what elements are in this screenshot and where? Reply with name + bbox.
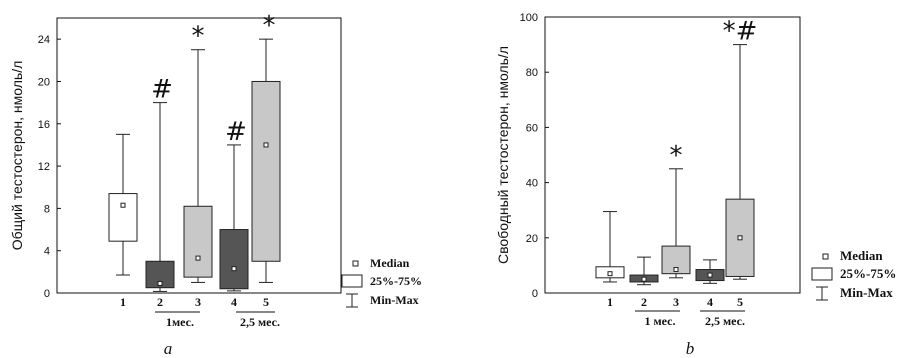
panel-a-box-5 [251, 38, 281, 283]
panel-a-box-4 [219, 144, 249, 292]
panel-a-median-marker [157, 280, 163, 286]
panel-b-panel-label: b [686, 339, 695, 358]
panel-a-group-label: 2,5 мес. [240, 315, 280, 329]
panel-b-box-1 [595, 211, 625, 283]
panel-a-median-marker [120, 202, 126, 208]
panel-b-median-marker [737, 235, 743, 241]
panel-a-legend-median-icon [352, 260, 359, 267]
panel-a-panel-label: a [164, 339, 173, 358]
panel-a-iqr-box [183, 205, 213, 278]
panel-b-group-label: 2,5 мес. [705, 314, 745, 328]
panel-b-y-tick-label: 20 [526, 233, 538, 245]
panel-a-legend-box-icon [341, 274, 363, 288]
panel-a-box-2 [145, 102, 175, 292]
panel-b-category-label: 4 [707, 295, 713, 309]
panel-a-legend-median-label: Median [370, 256, 410, 270]
panel-a-group-label: 1мес. [166, 315, 194, 329]
panel-b-category-label: 3 [673, 295, 679, 309]
panel-b-legend-box-icon [811, 267, 833, 281]
panel-a-y-tick-label: 8 [44, 203, 50, 215]
panel-b-y-tick-label: 60 [526, 122, 538, 134]
panel-a-iqr-box [108, 193, 138, 242]
panel-b-y-tick-label: 100 [520, 12, 538, 24]
panel-a-y-tick-label: 0 [44, 288, 50, 300]
panel-a-y-tick-label: 16 [38, 119, 50, 131]
panel-b-box-2 [629, 256, 659, 286]
panel-a-iqr-box [219, 229, 249, 290]
panel-b-median-marker [707, 272, 713, 278]
panel-b-legend-median-icon [822, 253, 829, 260]
panel-a-significance-marker: * [263, 11, 276, 41]
panel-a-category-label: 1 [120, 295, 126, 309]
panel-a-category-label: 2 [157, 295, 163, 309]
panel-a-significance-marker: # [151, 75, 173, 105]
panel-b-category-label: 2 [641, 295, 647, 309]
panel-b-box-5 [725, 44, 755, 280]
panel-a-category-label: 4 [231, 295, 237, 309]
panel-b-plot-frame [544, 16, 801, 294]
panel-b-group-label: 1 мес. [645, 314, 676, 328]
panel-b-legend-whisker-label: Min-Max [840, 285, 893, 300]
panel-b-y-axis-label: Свободный тестостерон, нмоль/л [495, 46, 511, 264]
panel-a-median-marker [263, 142, 269, 148]
panel-b-box-3 [661, 168, 691, 279]
panel-b-category-label: 1 [607, 295, 613, 309]
panel-b-legend-median-label: Median [840, 248, 883, 263]
panel-a-significance-marker: * [192, 22, 205, 52]
panel-b-y-tick-label: 0 [532, 288, 538, 300]
panel-b-box-4 [695, 259, 725, 284]
panel-b-y-tick-label: 80 [526, 67, 538, 79]
panel-b-significance-marker: * [670, 141, 683, 171]
panel-a-category-label: 3 [195, 295, 201, 309]
panel-b-iqr-box [661, 245, 691, 275]
panel-a-box-1 [108, 133, 138, 276]
panel-b-y-tick-label: 40 [526, 178, 538, 190]
panel-a-median-marker [195, 255, 201, 261]
panel-b-category-label: 5 [737, 295, 743, 309]
panel-b-median-marker [607, 271, 613, 277]
panel-a-y-tick-label: 20 [38, 76, 50, 88]
panel-a-significance-marker: # [225, 117, 247, 147]
panel-b-median-marker [673, 267, 679, 273]
panel-a-y-tick-label: 24 [38, 34, 50, 46]
panel-a-y-tick-label: 4 [44, 246, 50, 258]
panel-a-median-marker [231, 266, 237, 272]
panel-a-y-axis-label: Общий тестостерон, нмоль/л [9, 61, 25, 251]
panel-b-median-marker [641, 276, 647, 282]
panel-a-plot-frame [56, 17, 342, 294]
panel-a-y-tick-label: 12 [38, 161, 50, 173]
panel-a-category-label: 5 [263, 295, 269, 309]
panel-a-legend-box-label: 25%-75% [370, 274, 422, 288]
panel-a-iqr-box [251, 80, 281, 262]
panel-b-significance-marker: *# [723, 17, 758, 47]
panel-b-legend-box-label: 25%-75% [840, 266, 896, 281]
panel-a-legend-whisker-label: Min-Max [370, 293, 419, 307]
panel-a-box-3 [183, 49, 213, 283]
